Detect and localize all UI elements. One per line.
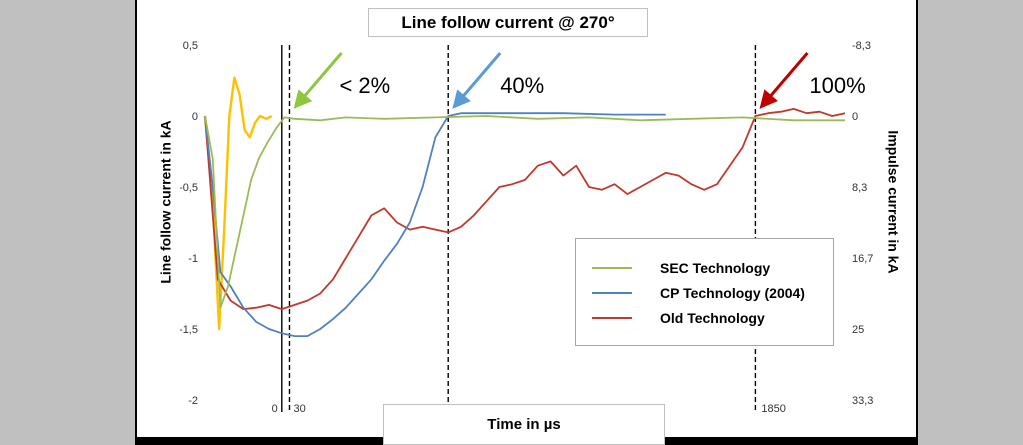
time-markers	[281, 45, 757, 412]
x-axis-label: Time in µs	[383, 404, 665, 445]
right-frame-line	[916, 0, 918, 445]
series-line	[204, 112, 666, 337]
chart-title: Line follow current @ 270°	[368, 8, 648, 37]
y-tick-label: 0	[192, 111, 198, 123]
left-frame-line	[135, 0, 137, 445]
secondary-y-axis-label: Impulse current in kA	[886, 130, 902, 274]
secondary-y-axis-label-box: Impulse current in kA	[880, 60, 908, 344]
y2-tick-label: 8,3	[852, 182, 867, 194]
series-line	[204, 108, 846, 310]
y2-tick-label: 25	[852, 324, 864, 336]
x-tick-label: 1850	[761, 403, 785, 415]
legend-item-cp: CP Technology (2004)	[592, 283, 805, 303]
annotation-label: 100%	[809, 73, 865, 98]
y-tick-label: 0,5	[183, 40, 198, 52]
left-side-panel	[0, 0, 135, 445]
y2-tick-label: 16,7	[852, 253, 873, 265]
y2-tick-label: -8,3	[852, 40, 871, 52]
series-line	[203, 76, 273, 331]
annotation-arrows	[293, 52, 809, 109]
y-axis-label-box: Line follow current in kA	[152, 60, 180, 344]
legend-label-cp: CP Technology (2004)	[660, 285, 805, 301]
y-tick-label: -0,5	[179, 182, 198, 194]
legend-swatch-cp	[592, 292, 632, 294]
legend-item-old: Old Technology	[592, 308, 765, 328]
x-tick-label: 0	[272, 403, 278, 415]
annotation-labels: < 2% 40% 100%	[339, 73, 865, 98]
legend-item-sec: SEC Technology	[592, 258, 770, 278]
legend: SEC Technology CP Technology (2004) Old …	[575, 238, 834, 346]
y-tick-label: -1	[188, 253, 198, 265]
y2-tick-label: 0	[852, 111, 858, 123]
legend-swatch-sec	[592, 267, 632, 269]
legend-label-sec: SEC Technology	[660, 260, 771, 276]
y2-tick-label: 33,3	[852, 395, 873, 407]
y-tick-label: -1,5	[179, 324, 198, 336]
series-lines	[203, 76, 846, 337]
annotation-arrow	[759, 52, 809, 109]
legend-label-old: Old Technology	[660, 310, 765, 326]
plot-panel	[137, 0, 916, 437]
right-axis-ticks: -8,3 0 8,3 16,7 25 33,3	[852, 40, 873, 407]
annotation-label: < 2%	[339, 73, 390, 98]
right-side-panel	[918, 0, 1023, 445]
x-tick-label: 30	[293, 403, 305, 415]
series-line	[204, 115, 845, 309]
left-axis-ticks: 0,5 0 -0,5 -1 -1,5 -2	[179, 40, 198, 407]
y-axis-label: Line follow current in kA	[158, 120, 175, 284]
annotation-arrow	[452, 52, 502, 109]
y-tick-label: -2	[188, 395, 198, 407]
annotation-arrow	[293, 52, 343, 109]
legend-swatch-old	[592, 317, 632, 319]
annotation-label: 40%	[500, 73, 544, 98]
